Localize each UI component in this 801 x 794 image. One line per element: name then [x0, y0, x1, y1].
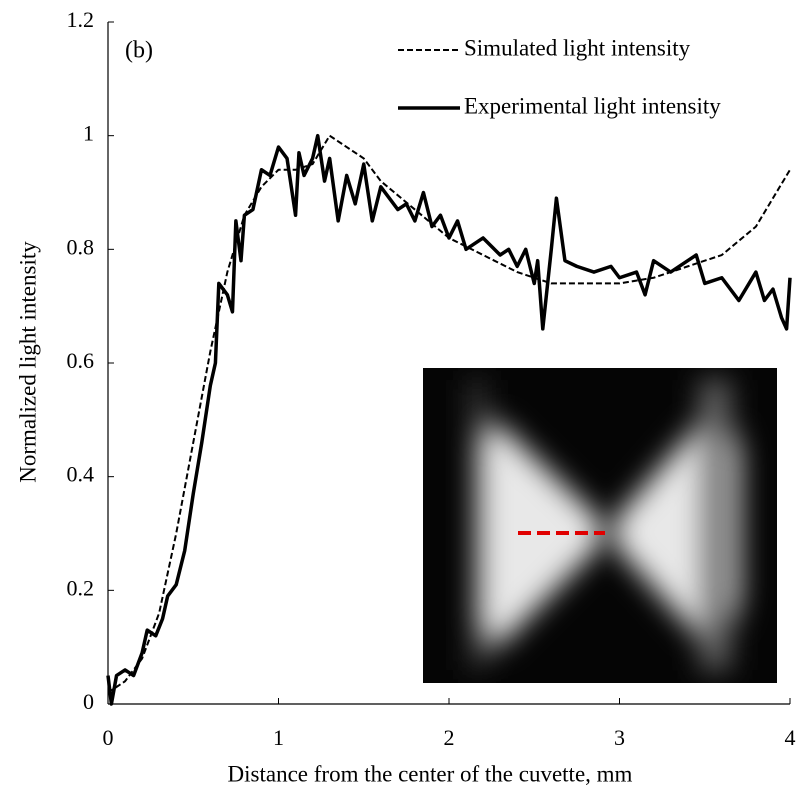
inset-image [423, 368, 777, 683]
y-tick-label: 0.8 [67, 234, 95, 259]
y-tick-label: 0.2 [67, 575, 95, 600]
y-tick-label: 0 [83, 689, 94, 714]
data-line [106, 133, 792, 706]
y-tick-label: 0.4 [67, 462, 95, 487]
x-tick-label: 0 [103, 725, 114, 750]
x-tick-label: 4 [785, 725, 796, 750]
y-tick-label: 1.2 [67, 7, 95, 32]
legend-label: Experimental light intensity [464, 93, 721, 118]
x-tick-label: 2 [444, 725, 455, 750]
x-tick-label: 3 [614, 725, 625, 750]
legend-label: Simulated light intensity [464, 35, 691, 60]
x-tick-label: 1 [273, 725, 284, 750]
x-axis-title: Distance from the center of the cuvette,… [228, 761, 633, 786]
y-tick-label: 0.6 [67, 348, 95, 373]
y-tick-label: 1 [83, 121, 94, 146]
panel-label: (b) [125, 38, 153, 64]
data-line [107, 134, 791, 694]
y-axis-title: Normalized light intensity [15, 241, 40, 483]
